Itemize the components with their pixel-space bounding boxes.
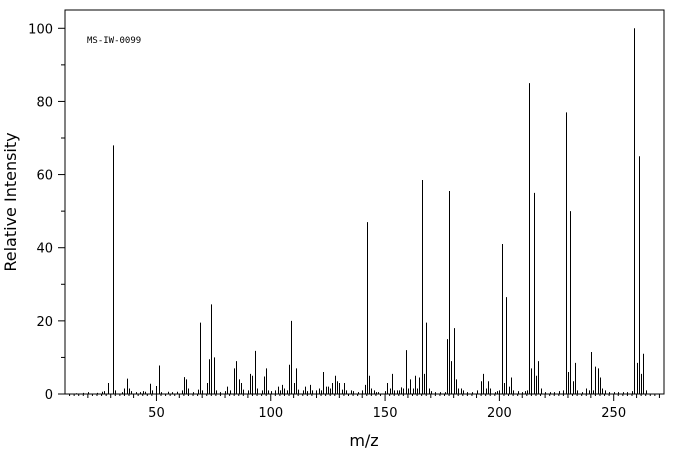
y-tick-label: 80 — [36, 95, 53, 110]
y-tick-label: 20 — [36, 315, 53, 330]
x-axis-ticks: 50 100 150 200 250 — [69, 394, 660, 421]
plot-frame — [64, 9, 665, 395]
x-tick-label: 200 — [487, 406, 512, 421]
y-tick-label: 40 — [36, 242, 53, 257]
y-axis-title: Relative Intensity — [1, 132, 20, 271]
y-axis-ticks: 0 20 40 60 80 100 — [28, 22, 65, 403]
y-tick-label: 60 — [36, 169, 53, 184]
x-tick-label: 150 — [373, 406, 398, 421]
spectrum-annotation: MS-IW-0099 — [87, 36, 141, 46]
x-tick-label: 250 — [601, 406, 626, 421]
spectrum-peaks — [76, 28, 647, 394]
x-tick-label: 50 — [148, 406, 165, 421]
x-tick-label: 100 — [258, 406, 283, 421]
y-tick-label: 100 — [28, 22, 53, 37]
x-axis-title: m/z — [349, 431, 378, 450]
y-tick-label: 0 — [45, 388, 53, 403]
